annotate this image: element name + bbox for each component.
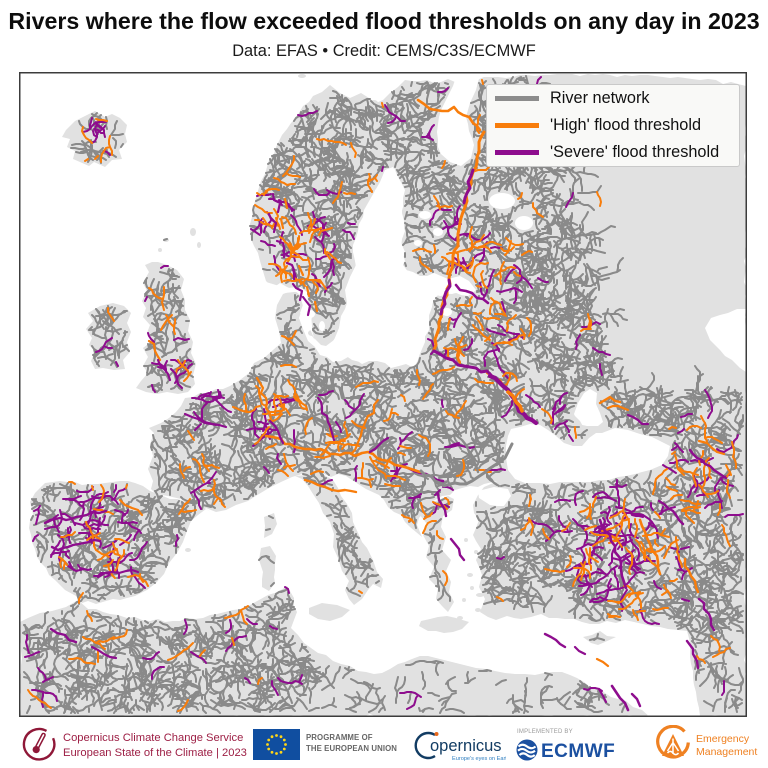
svg-text:opernicus: opernicus	[430, 737, 502, 755]
svg-text:ECMWF: ECMWF	[541, 741, 615, 762]
svg-text:Europe's eyes on Earth: Europe's eyes on Earth	[452, 756, 506, 762]
